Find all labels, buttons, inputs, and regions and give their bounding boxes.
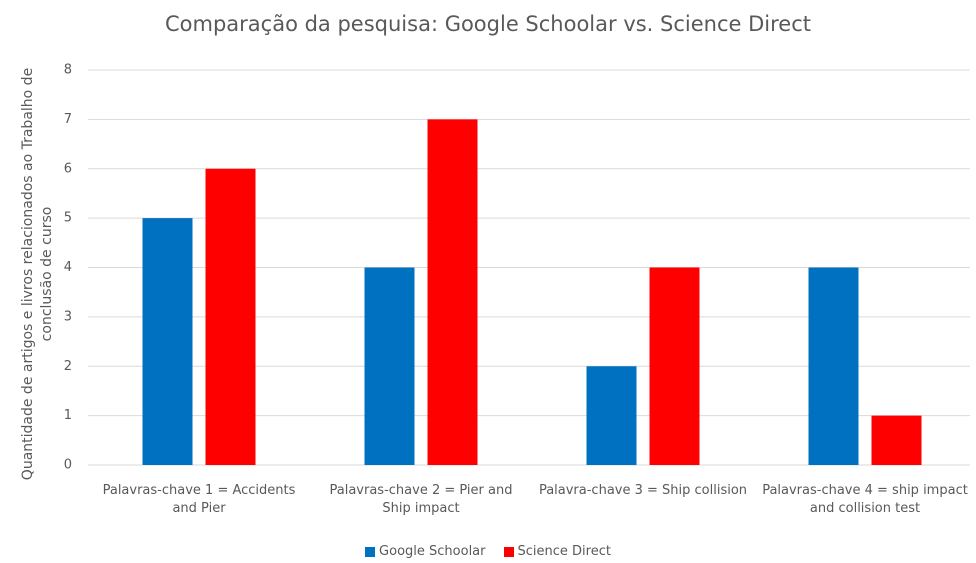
legend-swatch (503, 546, 514, 557)
x-tick-label: Palavras-chave 2 = Pier and Ship impact (329, 483, 513, 516)
x-tick-label: Palavra-chave 3 = Ship collision (538, 483, 748, 498)
y-tick-label: 4 (64, 260, 72, 275)
bar (142, 218, 193, 465)
y-tick-label: 6 (64, 161, 72, 176)
y-tick-label: 5 (64, 211, 72, 226)
y-tick-label: 2 (64, 359, 72, 374)
bar (427, 119, 478, 465)
x-tick-label: Palavras-chave 1 = Accidents and Pier (102, 483, 296, 516)
legend: Google Schoolar Science Direct (0, 544, 976, 559)
chart-title: Comparação da pesquisa: Google Schoolar … (164, 12, 811, 36)
bar (649, 267, 700, 465)
y-tick-label: 1 (64, 408, 72, 423)
legend-label: Science Direct (517, 544, 611, 559)
legend-label: Google Schoolar (379, 544, 486, 559)
legend-item: Google Schoolar (365, 544, 486, 559)
y-tick-label: 8 (64, 63, 72, 78)
bar (808, 267, 859, 465)
y-tick-label: 7 (64, 112, 72, 127)
y-tick-label: 3 (64, 309, 72, 324)
y-tick-label: 0 (64, 458, 72, 473)
bar (205, 168, 256, 465)
legend-swatch (365, 546, 376, 557)
bar (364, 267, 415, 465)
x-tick-label: Palavras-chave 4 = ship impact and colli… (762, 483, 968, 516)
bar (871, 415, 922, 465)
legend-item: Science Direct (503, 544, 611, 559)
bar (586, 366, 637, 465)
